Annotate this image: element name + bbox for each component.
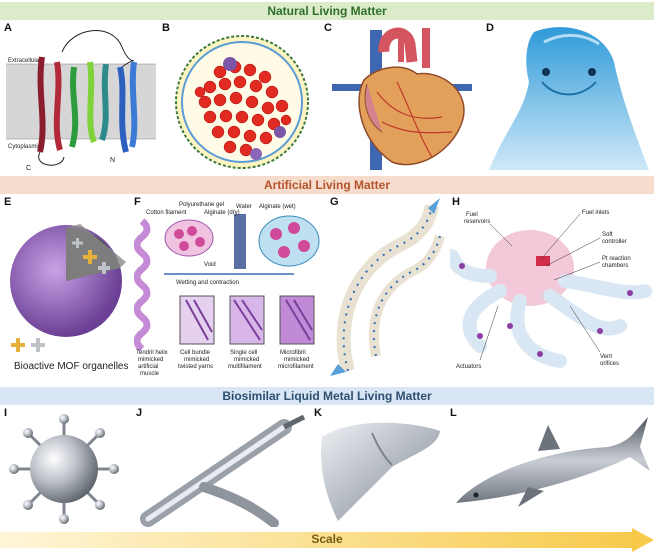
tentacle-robot-figure xyxy=(330,198,445,376)
tendril-line1: Tendril helix xyxy=(136,350,168,356)
single-line1: Single cell xyxy=(230,350,257,356)
panel-d: D xyxy=(484,22,652,172)
pt-chambers-line2: chambers xyxy=(602,263,628,269)
panel-h: H Fuel inlets Fuel reservoirs Soft contr… xyxy=(450,196,652,384)
panel-label-l: L xyxy=(450,407,457,419)
tendril-line2: mimicked xyxy=(138,357,163,363)
cytoplasmic-label: Cytoplasmic xyxy=(8,144,41,150)
water-label: Water xyxy=(236,204,252,210)
tendril-line3: artificial xyxy=(138,364,158,370)
panel-label-f: F xyxy=(134,196,141,208)
cotton-filament-label: Cotton filament xyxy=(146,210,187,216)
vessel-cross-section-figure xyxy=(175,35,309,169)
alginate-dry-label: Alginate (dry) xyxy=(204,210,240,216)
panel-label-i: I xyxy=(4,407,8,419)
panel-f: F Polyurethane gel Cotton filament Algin… xyxy=(134,196,326,384)
bundle-line1: Cell bundle xyxy=(180,350,211,356)
panel-label-c: C xyxy=(324,22,332,34)
panel-c: C xyxy=(322,22,482,172)
panel-label-a: A xyxy=(4,22,12,34)
panel-b: B xyxy=(160,22,320,172)
single-line2: mimicked xyxy=(234,357,259,363)
c-terminus-label: C xyxy=(26,165,31,172)
vent-line2: orifices xyxy=(600,361,619,367)
panel-label-b: B xyxy=(162,22,170,34)
micro-line1: Microfibril xyxy=(280,350,306,356)
wetting-label: Wetting and contraction xyxy=(176,280,239,286)
panel-l: L xyxy=(448,407,652,527)
panel-label-h: H xyxy=(452,196,460,208)
extracellular-label: Extracellular xyxy=(8,58,41,64)
fuel-reservoirs-line2: reservoirs xyxy=(464,219,490,225)
soft-controller-line2: controller xyxy=(602,239,627,245)
tendril-line4: muscle xyxy=(140,371,160,377)
panel-label-k: K xyxy=(314,407,322,419)
metal-fish-figure xyxy=(456,417,650,507)
panel-label-d: D xyxy=(486,22,494,34)
mof-caption: Bioactive MOF organelles xyxy=(14,361,129,372)
void-label: Void xyxy=(204,262,216,268)
micro-line2: mimicked xyxy=(284,357,309,363)
panel-label-j: J xyxy=(136,407,143,419)
alginate-wet-label: Alginate (wet) xyxy=(259,204,296,210)
scale-label: Scale xyxy=(311,532,343,546)
micro-line3: microfilament xyxy=(278,364,314,370)
panel-i: I xyxy=(2,407,132,527)
scale-arrow xyxy=(0,528,654,552)
n-terminus-label: N xyxy=(110,157,115,164)
artificial-muscle-figure: Polyurethane gel Cotton filament Alginat… xyxy=(134,202,320,377)
panel-label-e: E xyxy=(4,196,12,208)
bundle-line2: mimicked xyxy=(184,357,209,363)
soft-controller-line1: Soft xyxy=(602,232,613,238)
membrane-protein-figure: Extracellular Cytoplasmic C N xyxy=(6,30,156,172)
panel-k: K xyxy=(312,407,446,527)
panel-g: G xyxy=(328,196,448,384)
fuel-reservoirs-line1: Fuel xyxy=(466,212,478,218)
single-line3: multifilament xyxy=(228,364,262,370)
polyurethane-gel-label: Polyurethane gel xyxy=(179,202,224,208)
panel-j: J xyxy=(134,407,310,527)
natural-banner: Natural Living Matter xyxy=(0,2,654,20)
panel-label-g: G xyxy=(330,196,339,208)
bundle-line3: twisted yarns xyxy=(178,364,213,370)
mof-sphere-figure xyxy=(10,224,126,352)
fuel-inlets-label: Fuel inlets xyxy=(582,210,609,216)
vent-line1: Vent xyxy=(600,354,612,360)
pt-chambers-line1: Pt reaction xyxy=(602,256,631,262)
octobot-figure: Fuel inlets Fuel reservoirs Soft control… xyxy=(450,210,652,370)
panel-a: A Extracellular Cytoplasmic C N xyxy=(2,22,160,172)
heart-figure xyxy=(332,27,472,170)
artificial-banner: Artificial Living Matter xyxy=(0,176,654,194)
dolphin-figure xyxy=(489,27,649,170)
metal-virus-figure xyxy=(9,414,119,524)
metal-liver-figure xyxy=(320,422,440,521)
biosimilar-banner: Biosimilar Liquid Metal Living Matter xyxy=(0,387,654,405)
panel-e: E xyxy=(2,196,132,384)
metal-catheter-figure xyxy=(140,414,306,527)
actuators-label: Actuators xyxy=(456,364,481,370)
